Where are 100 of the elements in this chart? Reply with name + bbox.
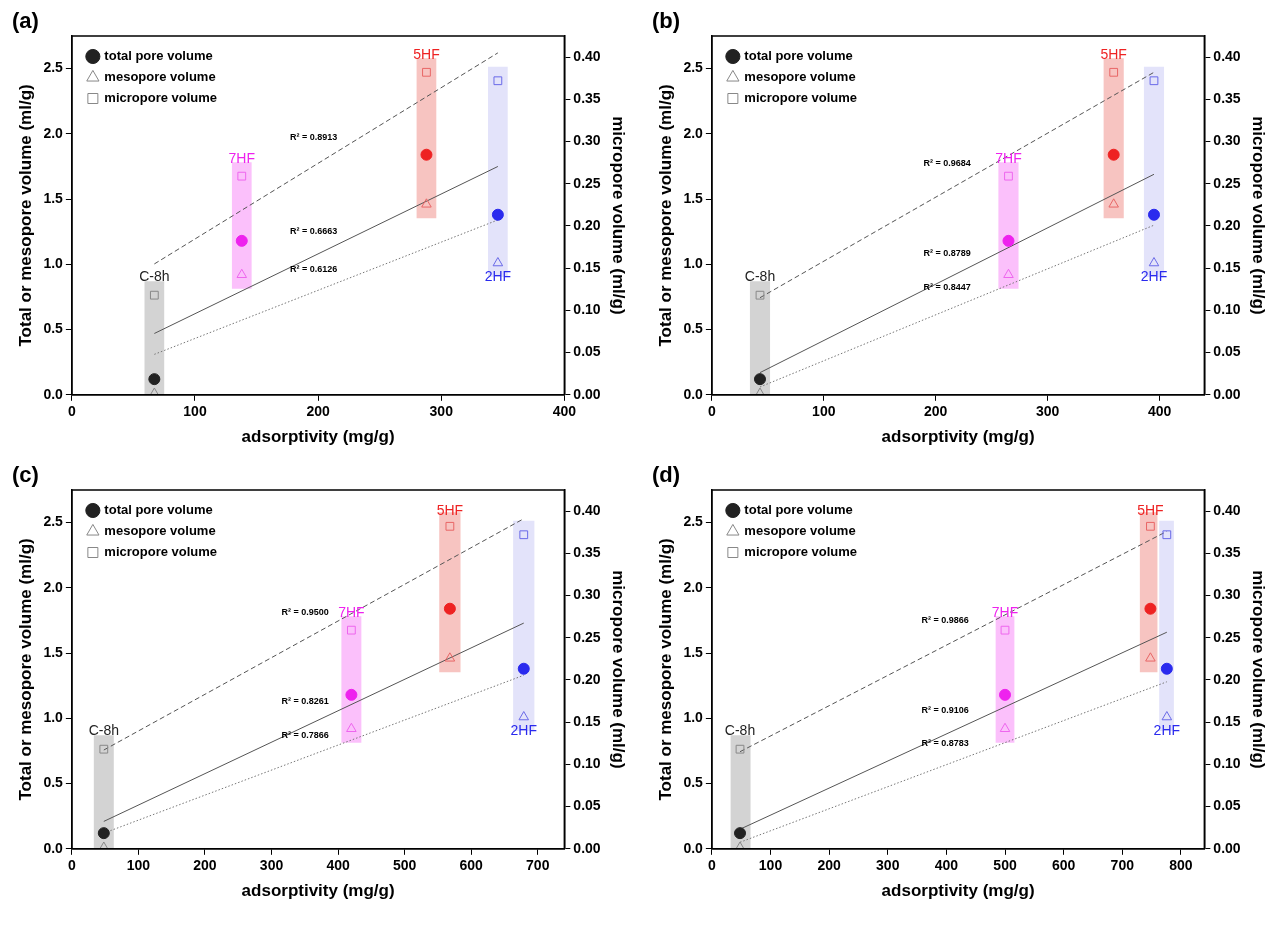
x-tick-label: 600 (459, 857, 484, 874)
x-tick-label: 500 (993, 857, 1017, 874)
annotation: R² = 0.9866 (921, 614, 969, 625)
y2-tick-label: 0.15 (573, 713, 601, 730)
y-tick-label: 2.5 (43, 59, 64, 76)
legend-label: micropore volume (104, 544, 218, 560)
annotation: 5HF (436, 501, 464, 518)
y-tick-label: 2.0 (43, 124, 64, 141)
x-tick-label: 100 (183, 403, 207, 420)
chart-title: (a) (12, 8, 39, 34)
y-tick-label: 0.5 (43, 774, 64, 791)
x-axis-title: adsorptivity (mg/g) (241, 881, 395, 901)
y2-tick-label: 0.25 (1213, 174, 1241, 191)
y-tick-label: 2.0 (683, 578, 704, 595)
y2-tick-label: 0.35 (1213, 544, 1241, 561)
annotation: C-8h (88, 722, 119, 739)
x-tick-label: 400 (1147, 403, 1172, 420)
point (519, 530, 529, 540)
x-tick-label: 300 (429, 403, 454, 420)
y-tick-label: 2.0 (683, 124, 704, 141)
legend-label: total pore volume (744, 48, 853, 64)
annotation: 7HF (991, 603, 1019, 620)
x-tick-label: 200 (924, 403, 948, 420)
annotation: 5HF (1100, 46, 1127, 63)
x-tick-label: 200 (817, 857, 842, 874)
point (445, 521, 455, 531)
annotation: 5HF (413, 46, 440, 63)
y-tick-label: 1.0 (683, 255, 704, 272)
y2-tick-label: 0.35 (573, 544, 601, 561)
annotation: R² = 0.6663 (290, 225, 338, 236)
annotation: 2HF (510, 722, 537, 739)
y-tick-label: 0.0 (683, 385, 704, 402)
x-tick-label: 500 (392, 857, 417, 874)
annotation: 7HF (228, 149, 255, 166)
legend-label: micropore volume (104, 90, 218, 106)
y2-tick-label: 0.10 (573, 301, 601, 318)
y2-axis-title: micropore volume (ml/g) (609, 570, 629, 769)
annotation: 2HF (484, 268, 512, 285)
point (237, 171, 247, 181)
legend-label: mesopore volume (744, 523, 856, 539)
y-tick-label: 0.0 (43, 385, 64, 402)
legend-label: total pore volume (104, 48, 213, 64)
point (345, 688, 358, 701)
y-tick-label: 1.5 (43, 643, 64, 660)
y2-tick-label: 0.20 (573, 670, 601, 687)
legend-label: mesopore volume (744, 69, 856, 85)
y-tick-label: 2.5 (43, 513, 64, 530)
point (492, 257, 504, 267)
x-tick-label: 0 (67, 857, 76, 874)
point (1004, 171, 1013, 181)
annotation: 2HF (1153, 722, 1181, 739)
point (1146, 521, 1155, 531)
point (1161, 711, 1173, 721)
y-axis-title: Total or mesopore volume (ml/g) (15, 538, 35, 801)
annotation: C-8h (139, 268, 170, 285)
y2-tick-label: 0.20 (1213, 670, 1241, 687)
annotation: R² = 0.8913 (290, 131, 338, 142)
y-tick-label: 0.5 (43, 320, 64, 337)
y-tick-label: 1.0 (43, 255, 64, 272)
point (1162, 530, 1172, 540)
y-tick-label: 0.0 (43, 839, 64, 856)
annotation: R² = 0.6126 (290, 264, 338, 275)
annotation: R² = 0.8447 (923, 281, 971, 292)
y2-tick-label: 0.00 (1213, 839, 1241, 856)
y2-tick-label: 0.10 (1213, 301, 1241, 318)
y2-tick-label: 0.05 (1213, 797, 1241, 814)
x-axis-title: adsorptivity (mg/g) (881, 881, 1035, 901)
y2-tick-label: 0.40 (573, 501, 601, 518)
y2-tick-label: 0.30 (1213, 132, 1241, 149)
legend-label: mesopore volume (104, 69, 216, 85)
annotation: R² = 0.9106 (921, 704, 969, 715)
annotation: 7HF (995, 149, 1022, 166)
y-tick-label: 1.5 (683, 643, 704, 660)
y-axis-title: Total or mesopore volume (ml/g) (655, 538, 675, 801)
x-axis-title: adsorptivity (mg/g) (881, 427, 1035, 447)
x-tick-label: 700 (1110, 857, 1135, 874)
annotation: R² = 0.8789 (923, 247, 971, 258)
point (1000, 625, 1010, 635)
y-tick-label: 1.0 (43, 709, 64, 726)
y-tick-label: 2.0 (43, 578, 64, 595)
y2-tick-label: 0.00 (573, 385, 601, 402)
point (236, 268, 248, 279)
point (1144, 602, 1157, 615)
y2-tick-label: 0.40 (573, 47, 601, 64)
legend-label: micropore volume (744, 90, 858, 106)
x-tick-label: 100 (812, 403, 836, 420)
x-tick-label: 600 (1051, 857, 1076, 874)
point (444, 652, 456, 662)
y2-tick-label: 0.30 (573, 132, 601, 149)
x-tick-label: 0 (707, 403, 716, 420)
point (493, 76, 503, 86)
annotation: 5HF (1137, 501, 1164, 518)
y2-tick-label: 0.35 (1213, 90, 1241, 107)
y-tick-label: 1.5 (43, 189, 64, 206)
point (421, 198, 432, 208)
y-tick-label: 0.5 (683, 320, 704, 337)
y2-tick-label: 0.15 (573, 259, 601, 276)
y2-tick-label: 0.25 (1213, 628, 1241, 645)
x-tick-label: 300 (259, 857, 284, 874)
point (517, 662, 530, 675)
